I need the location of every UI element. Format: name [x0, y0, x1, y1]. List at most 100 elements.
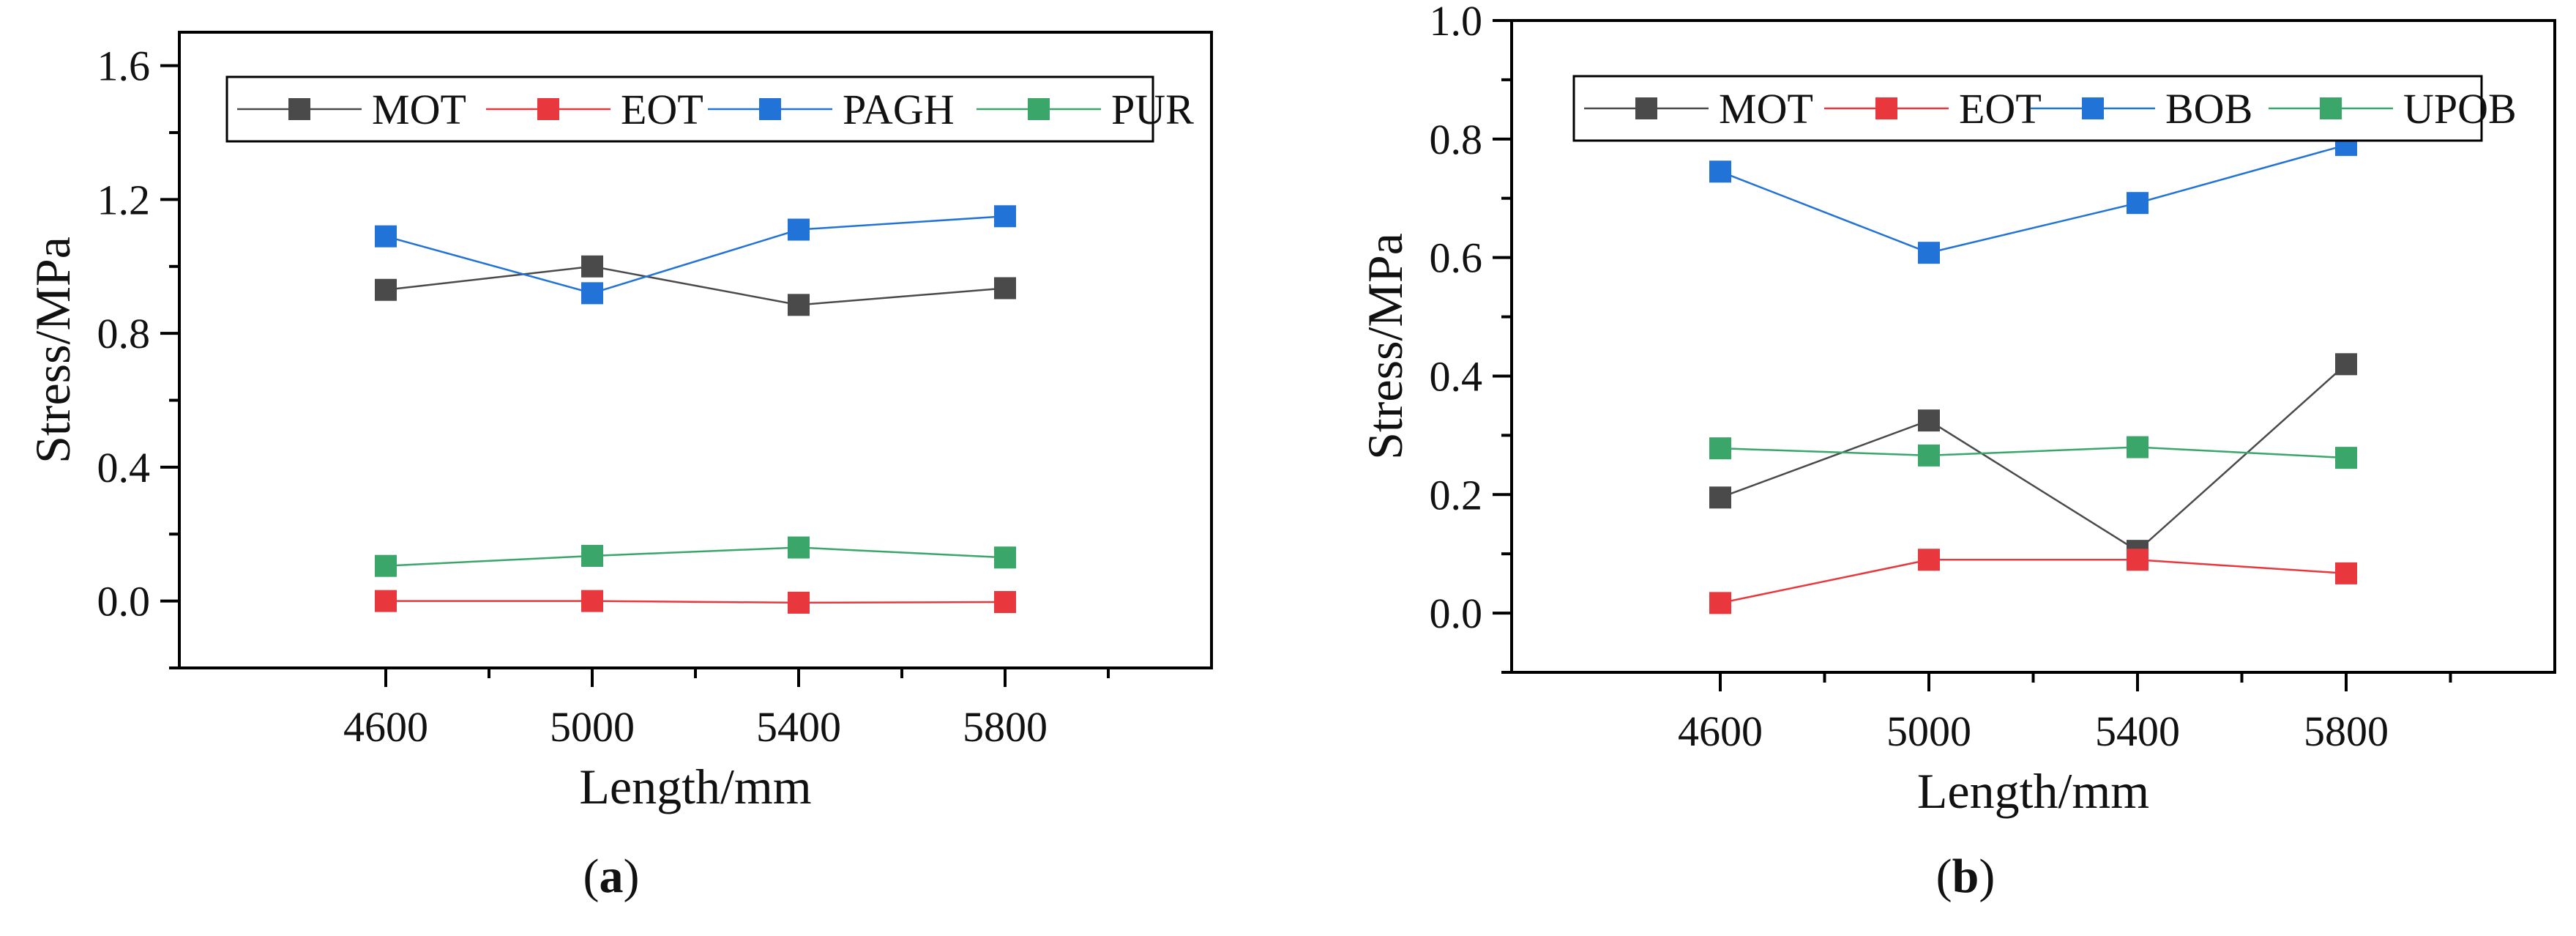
data-point-eot: [788, 591, 810, 614]
series-bob: [1709, 133, 2357, 264]
legend-label: EOT: [621, 86, 703, 133]
data-point-mot: [994, 277, 1016, 300]
series-line-upob: [1720, 446, 2347, 459]
x-tick-label: 5000: [550, 703, 635, 751]
y-tick-label: 1.6: [97, 42, 151, 90]
legend-item-pur: PUR: [977, 86, 1194, 133]
data-point-pagh: [788, 218, 810, 241]
x-tick-label: 5400: [756, 703, 841, 751]
data-point-mot: [375, 278, 397, 301]
caption-a: (a): [583, 850, 640, 903]
legend-marker: [2320, 97, 2342, 119]
legend-label: MOT: [1719, 85, 1813, 133]
legend-label: EOT: [1959, 85, 2042, 133]
data-point-eot: [1709, 592, 1731, 614]
data-point-mot: [1918, 409, 1940, 432]
series-mot: [1709, 353, 2357, 562]
series-line-mot: [385, 265, 1006, 306]
y-tick-label: 0.4: [97, 444, 151, 491]
y-tick-label: 1.2: [97, 176, 151, 223]
legend-item-bob: BOB: [2031, 85, 2252, 133]
data-point-bob: [1918, 242, 1940, 264]
legend-marker: [2082, 97, 2104, 119]
legend-marker: [288, 98, 310, 120]
series-eot: [375, 590, 1016, 614]
y-tick-label: 1.0: [1430, 0, 1483, 45]
data-point-eot: [994, 591, 1016, 614]
legend-marker: [1635, 97, 1657, 119]
data-point-pur: [375, 554, 397, 577]
x-tick-label: 5800: [963, 703, 1048, 751]
legend: MOT EOT BOB UPOB: [1572, 75, 2517, 142]
data-point-bob: [1709, 160, 1731, 183]
x-axis-title: Length/mm: [1917, 763, 2149, 819]
legend-marker: [1028, 98, 1050, 120]
chart-panel-a: 4600 5000 5400 5800 0.0 0.4 0.8 1.2 1.6 Length/mm…: [25, 31, 1213, 814]
data-point-upob: [2335, 447, 2357, 469]
data-point-mot: [1709, 486, 1731, 509]
data-point-pagh: [375, 225, 397, 248]
legend-label: PAGH: [843, 86, 955, 133]
legend-marker: [759, 98, 781, 120]
legend-item-pagh: PAGH: [708, 86, 955, 133]
chart-panel-b: 4600 5000 5400 5800 0.0 0.2 0.4 0.6 0.8 1.0 Length…: [1357, 0, 2556, 819]
y-tick-label: 0.0: [1430, 590, 1483, 637]
data-point-mot: [2335, 353, 2357, 376]
y-axis-title: Stress/MPa: [25, 237, 81, 464]
x-tick-label: 4600: [343, 703, 428, 751]
data-point-mot: [581, 255, 603, 278]
data-point-pagh: [581, 282, 603, 305]
data-point-pur: [581, 544, 603, 567]
y-tick-label: 0.6: [1430, 234, 1483, 282]
y-tick-label: 0.0: [97, 578, 151, 625]
legend-label: BOB: [2165, 85, 2252, 133]
data-point-eot: [1918, 549, 1940, 571]
x-tick-label: 5400: [2095, 707, 2180, 755]
series-line-pur: [385, 546, 1006, 567]
data-point-mot: [788, 294, 810, 316]
series-line-mot: [1720, 363, 2347, 552]
y-tick-label: 0.8: [1430, 116, 1483, 163]
legend-item-mot: MOT: [1584, 85, 1813, 133]
data-point-pur: [994, 546, 1016, 569]
series-pagh: [375, 205, 1016, 305]
series-line-pagh: [385, 215, 1006, 294]
x-tick-label: 4600: [1678, 707, 1763, 755]
legend-label: MOT: [372, 86, 466, 133]
y-tick-label: 0.4: [1430, 352, 1483, 400]
legend: MOT EOT PAGH PUR: [225, 75, 1194, 143]
legend-item-upob: UPOB: [2269, 85, 2517, 133]
data-point-eot: [581, 590, 603, 612]
legend-label: PUR: [1111, 86, 1194, 133]
y-tick-label: 0.8: [97, 310, 151, 357]
series-line-eot: [386, 600, 1006, 604]
series-upob: [1709, 436, 2357, 469]
data-point-eot: [2127, 549, 2148, 571]
legend-label: UPOB: [2403, 85, 2517, 133]
legend-marker: [537, 98, 559, 120]
data-point-pagh: [994, 205, 1016, 228]
data-point-upob: [2127, 436, 2148, 458]
x-tick-label: 5800: [2304, 707, 2389, 755]
data-point-upob: [1709, 437, 1731, 460]
legend-item-eot: EOT: [1824, 85, 2042, 133]
y-tick-label: 0.2: [1430, 471, 1483, 519]
y-axis-title: Stress/MPa: [1357, 233, 1413, 460]
data-point-bob: [2127, 192, 2148, 215]
legend-marker: [1875, 97, 1897, 119]
data-point-upob: [1918, 444, 1940, 467]
series-eot: [1709, 549, 2357, 614]
legend-item-mot: MOT: [237, 86, 466, 133]
data-point-eot: [2335, 562, 2357, 584]
x-tick-label: 5000: [1886, 707, 1971, 755]
series-mot: [375, 255, 1016, 316]
caption-b: (b): [1936, 850, 1996, 903]
series-line-eot: [1720, 559, 2347, 604]
legend-item-eot: EOT: [486, 86, 703, 133]
series-line-bob: [1720, 144, 2347, 254]
data-point-eot: [375, 590, 397, 612]
data-point-pur: [788, 536, 810, 559]
series-pur: [375, 536, 1016, 577]
x-axis-title: Length/mm: [579, 759, 811, 814]
